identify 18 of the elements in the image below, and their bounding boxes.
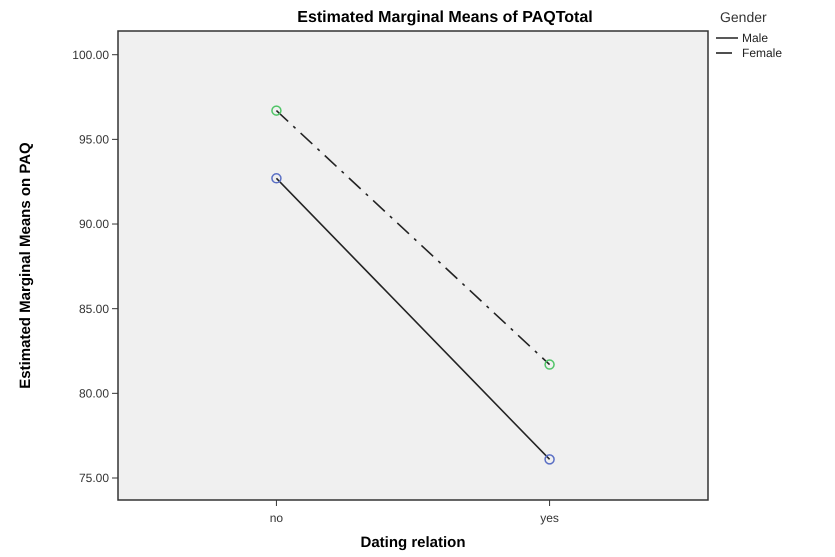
legend-title: Gender — [720, 9, 768, 25]
y-axis-title: Estimated Marginal Means on PAQ — [17, 142, 34, 389]
x-tick-label: yes — [540, 511, 559, 525]
point — [544, 359, 555, 370]
point — [544, 454, 555, 465]
x-tick-label: no — [270, 511, 284, 525]
y-tick-label: 75.00 — [78, 471, 110, 486]
y-tick-label: 90.00 — [78, 217, 110, 232]
y-tick-label: 85.00 — [78, 302, 110, 316]
chart-title: Estimated Marginal Means of PAQTotal — [297, 9, 593, 26]
y-tick-label: 80.00 — [78, 386, 110, 401]
y-tick-label: 95.00 — [78, 132, 110, 147]
point — [271, 173, 282, 184]
legend-label: Female — [742, 46, 782, 60]
point — [271, 105, 282, 116]
legend-label: Male — [742, 31, 768, 46]
x-axis-title: Dating relation — [360, 534, 466, 551]
y-tick-label: 100.00 — [72, 48, 110, 62]
